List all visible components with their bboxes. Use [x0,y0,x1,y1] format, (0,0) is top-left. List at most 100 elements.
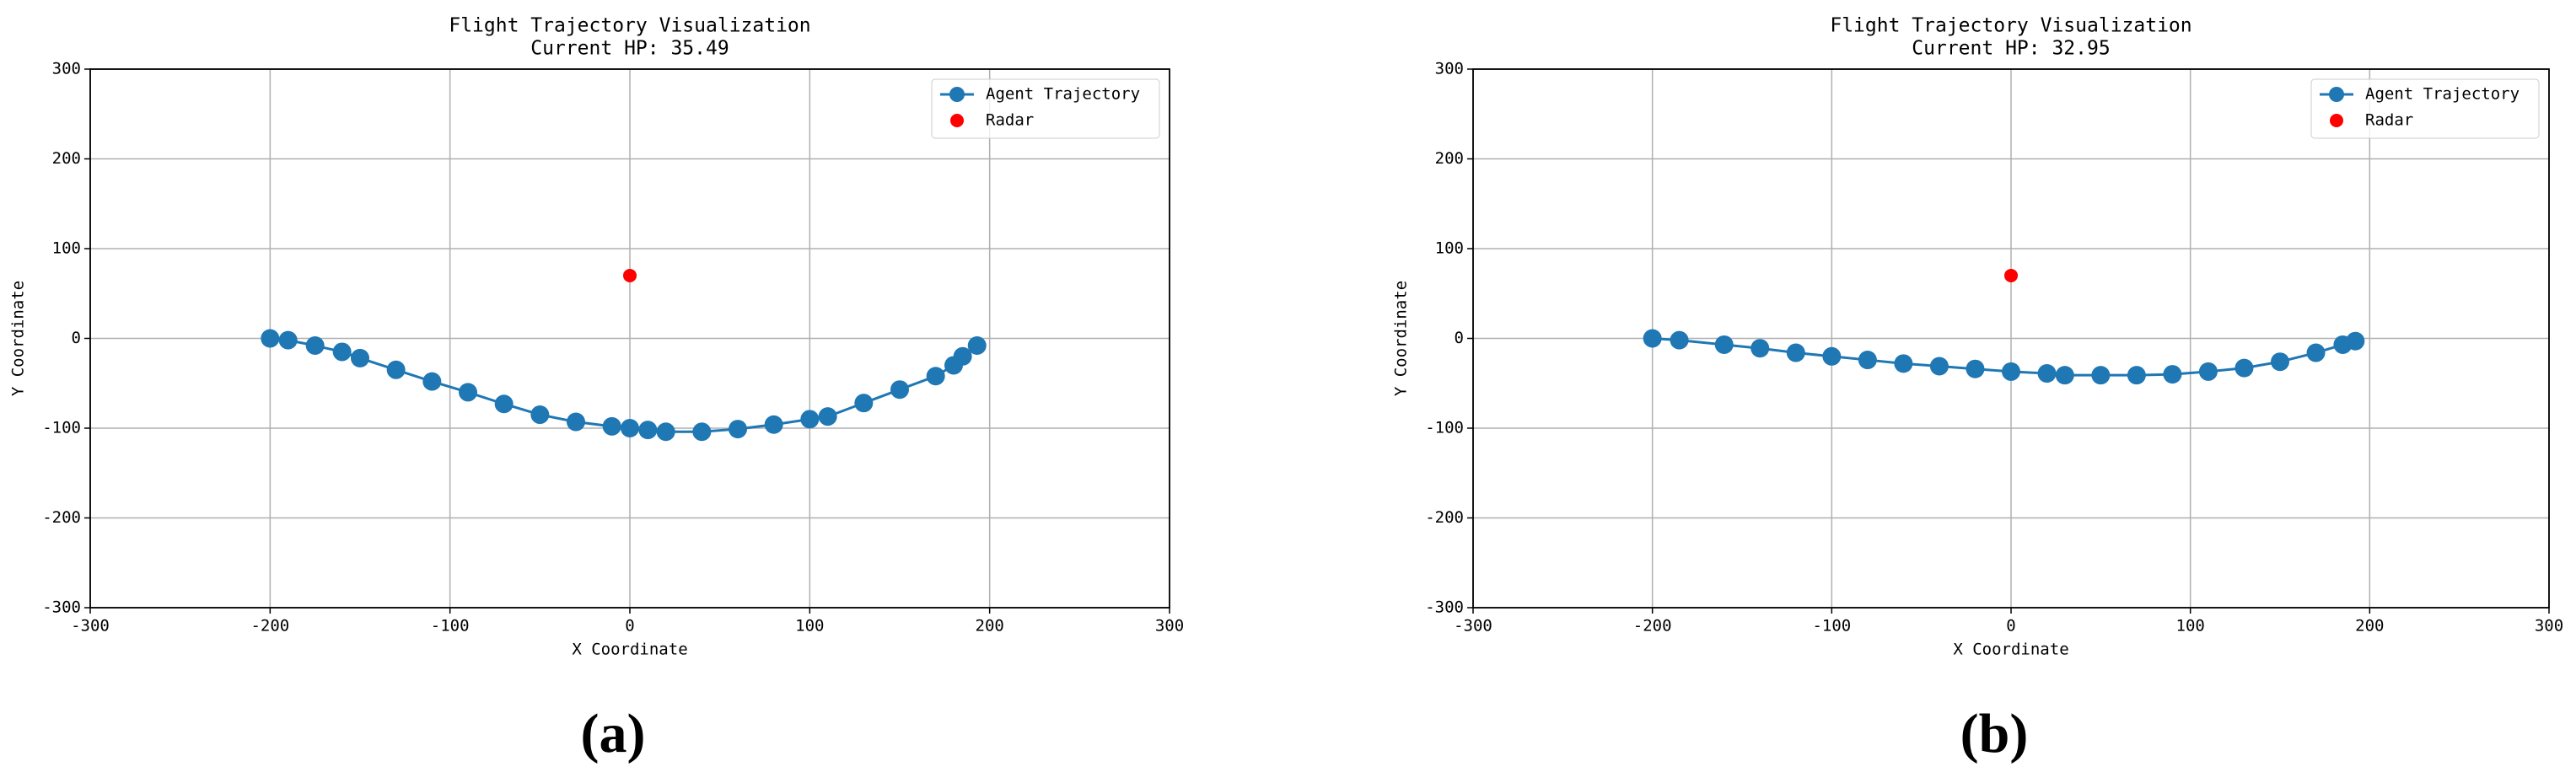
trajectory-point [1786,343,1805,362]
x-tick-label: 300 [1155,617,1184,636]
trajectory-point [2055,366,2074,385]
chart-subtitle: Current HP: 32.95 [1912,38,2110,60]
trajectory-point [967,336,987,356]
trajectory-point [764,415,783,434]
trajectory-point [2002,362,2020,381]
y-tick-label: 200 [1435,149,1464,168]
trajectory-point [2091,366,2111,385]
x-tick-label: 0 [625,617,634,636]
legend-label: Radar [986,111,1034,130]
x-tick-label: 100 [2176,617,2205,636]
trajectory-point [818,407,837,426]
trajectory-line [1652,337,2356,377]
x-tick-label: 200 [976,617,1004,636]
trajectory-point [1929,357,1949,376]
trajectory-point [567,412,585,432]
trajectory-line [270,337,978,433]
chart-title: Flight Trajectory Visualization [1830,15,2191,37]
trajectory-point [1643,329,1662,348]
trajectory-point [953,346,972,366]
trajectory-point [638,421,658,440]
trajectory-point [2198,362,2218,381]
trajectory-point [1714,335,1734,354]
trajectory-point [278,330,298,350]
x-axis-label: X Coordinate [572,641,687,659]
trajectory-point [2346,331,2365,351]
trajectory-point [2163,365,2182,384]
x-tick-label: 300 [2535,617,2563,636]
trajectory-point [800,410,820,429]
y-tick-label: -200 [42,508,81,527]
y-tick-label: -100 [42,419,81,437]
trajectory-point [1894,354,1913,373]
trajectory-point [2037,364,2057,383]
trajectory-point [890,380,909,400]
trajectory-point [656,422,675,442]
y-tick-label: 0 [72,329,81,347]
trajectory-point [729,420,747,439]
legend-box [931,78,1160,139]
trajectory-point [602,416,621,436]
trajectory-point [2127,366,2146,385]
y-tick-label: -200 [1425,508,1464,527]
trajectory-point [261,329,280,348]
plot-frame [89,68,1170,609]
trajectory-point [1966,359,1985,378]
trajectory-point [2271,352,2289,372]
x-axis-label: X Coordinate [1953,641,2068,659]
x-tick-label: -200 [1633,617,1672,636]
y-tick-label: -300 [1425,598,1464,617]
x-tick-label: -300 [71,617,110,636]
legend-marker [949,87,965,102]
trajectory-point [530,405,550,425]
y-tick-label: 0 [1455,329,1464,347]
y-tick-label: 300 [1435,60,1464,78]
trajectory-point [926,367,945,386]
trajectory-point [1670,330,1689,350]
legend-marker [2330,114,2343,127]
x-tick-label: -300 [1454,617,1492,636]
trajectory-point [494,394,514,414]
panel-label: (b) [1960,703,2029,764]
x-tick-label: 0 [2006,617,2015,636]
trajectory-point [459,383,477,402]
plot-frame [1472,68,2550,609]
radar-point [2004,268,2018,282]
y-tick-label: 100 [52,239,81,258]
y-tick-label: 100 [1435,239,1464,258]
y-axis-label: Y Coordinate [9,281,28,396]
trajectory-point [1822,346,1842,366]
trajectory-point [692,422,712,442]
y-tick-label: -300 [42,598,81,617]
trajectory-point [854,394,874,413]
x-tick-label: -100 [431,617,470,636]
panel-label: (a) [581,703,646,764]
legend-label: Radar [2365,111,2413,130]
trajectory-point [2306,343,2326,362]
legend-marker [950,114,964,127]
legend-label: Agent Trajectory [986,85,1140,104]
trajectory-point [386,360,406,379]
x-tick-label: -200 [250,617,289,636]
legend-marker [2329,87,2344,102]
legend-box [2310,78,2540,139]
trajectory-point [351,348,369,367]
trajectory-point [1858,351,1877,370]
y-tick-label: 300 [52,60,81,78]
y-axis-label: Y Coordinate [1392,281,1411,396]
x-tick-label: -100 [1812,617,1851,636]
trajectory-point [2235,358,2254,378]
legend-label: Agent Trajectory [2365,85,2520,104]
trajectory-point [422,372,442,391]
trajectory-point [621,419,639,437]
x-tick-label: 200 [2355,617,2384,636]
chart-title: Flight Trajectory Visualization [449,15,810,37]
y-tick-label: -100 [1425,419,1464,437]
x-tick-label: 100 [795,617,824,636]
trajectory-point [332,342,352,362]
radar-point [623,268,637,282]
y-tick-label: 200 [52,149,81,168]
